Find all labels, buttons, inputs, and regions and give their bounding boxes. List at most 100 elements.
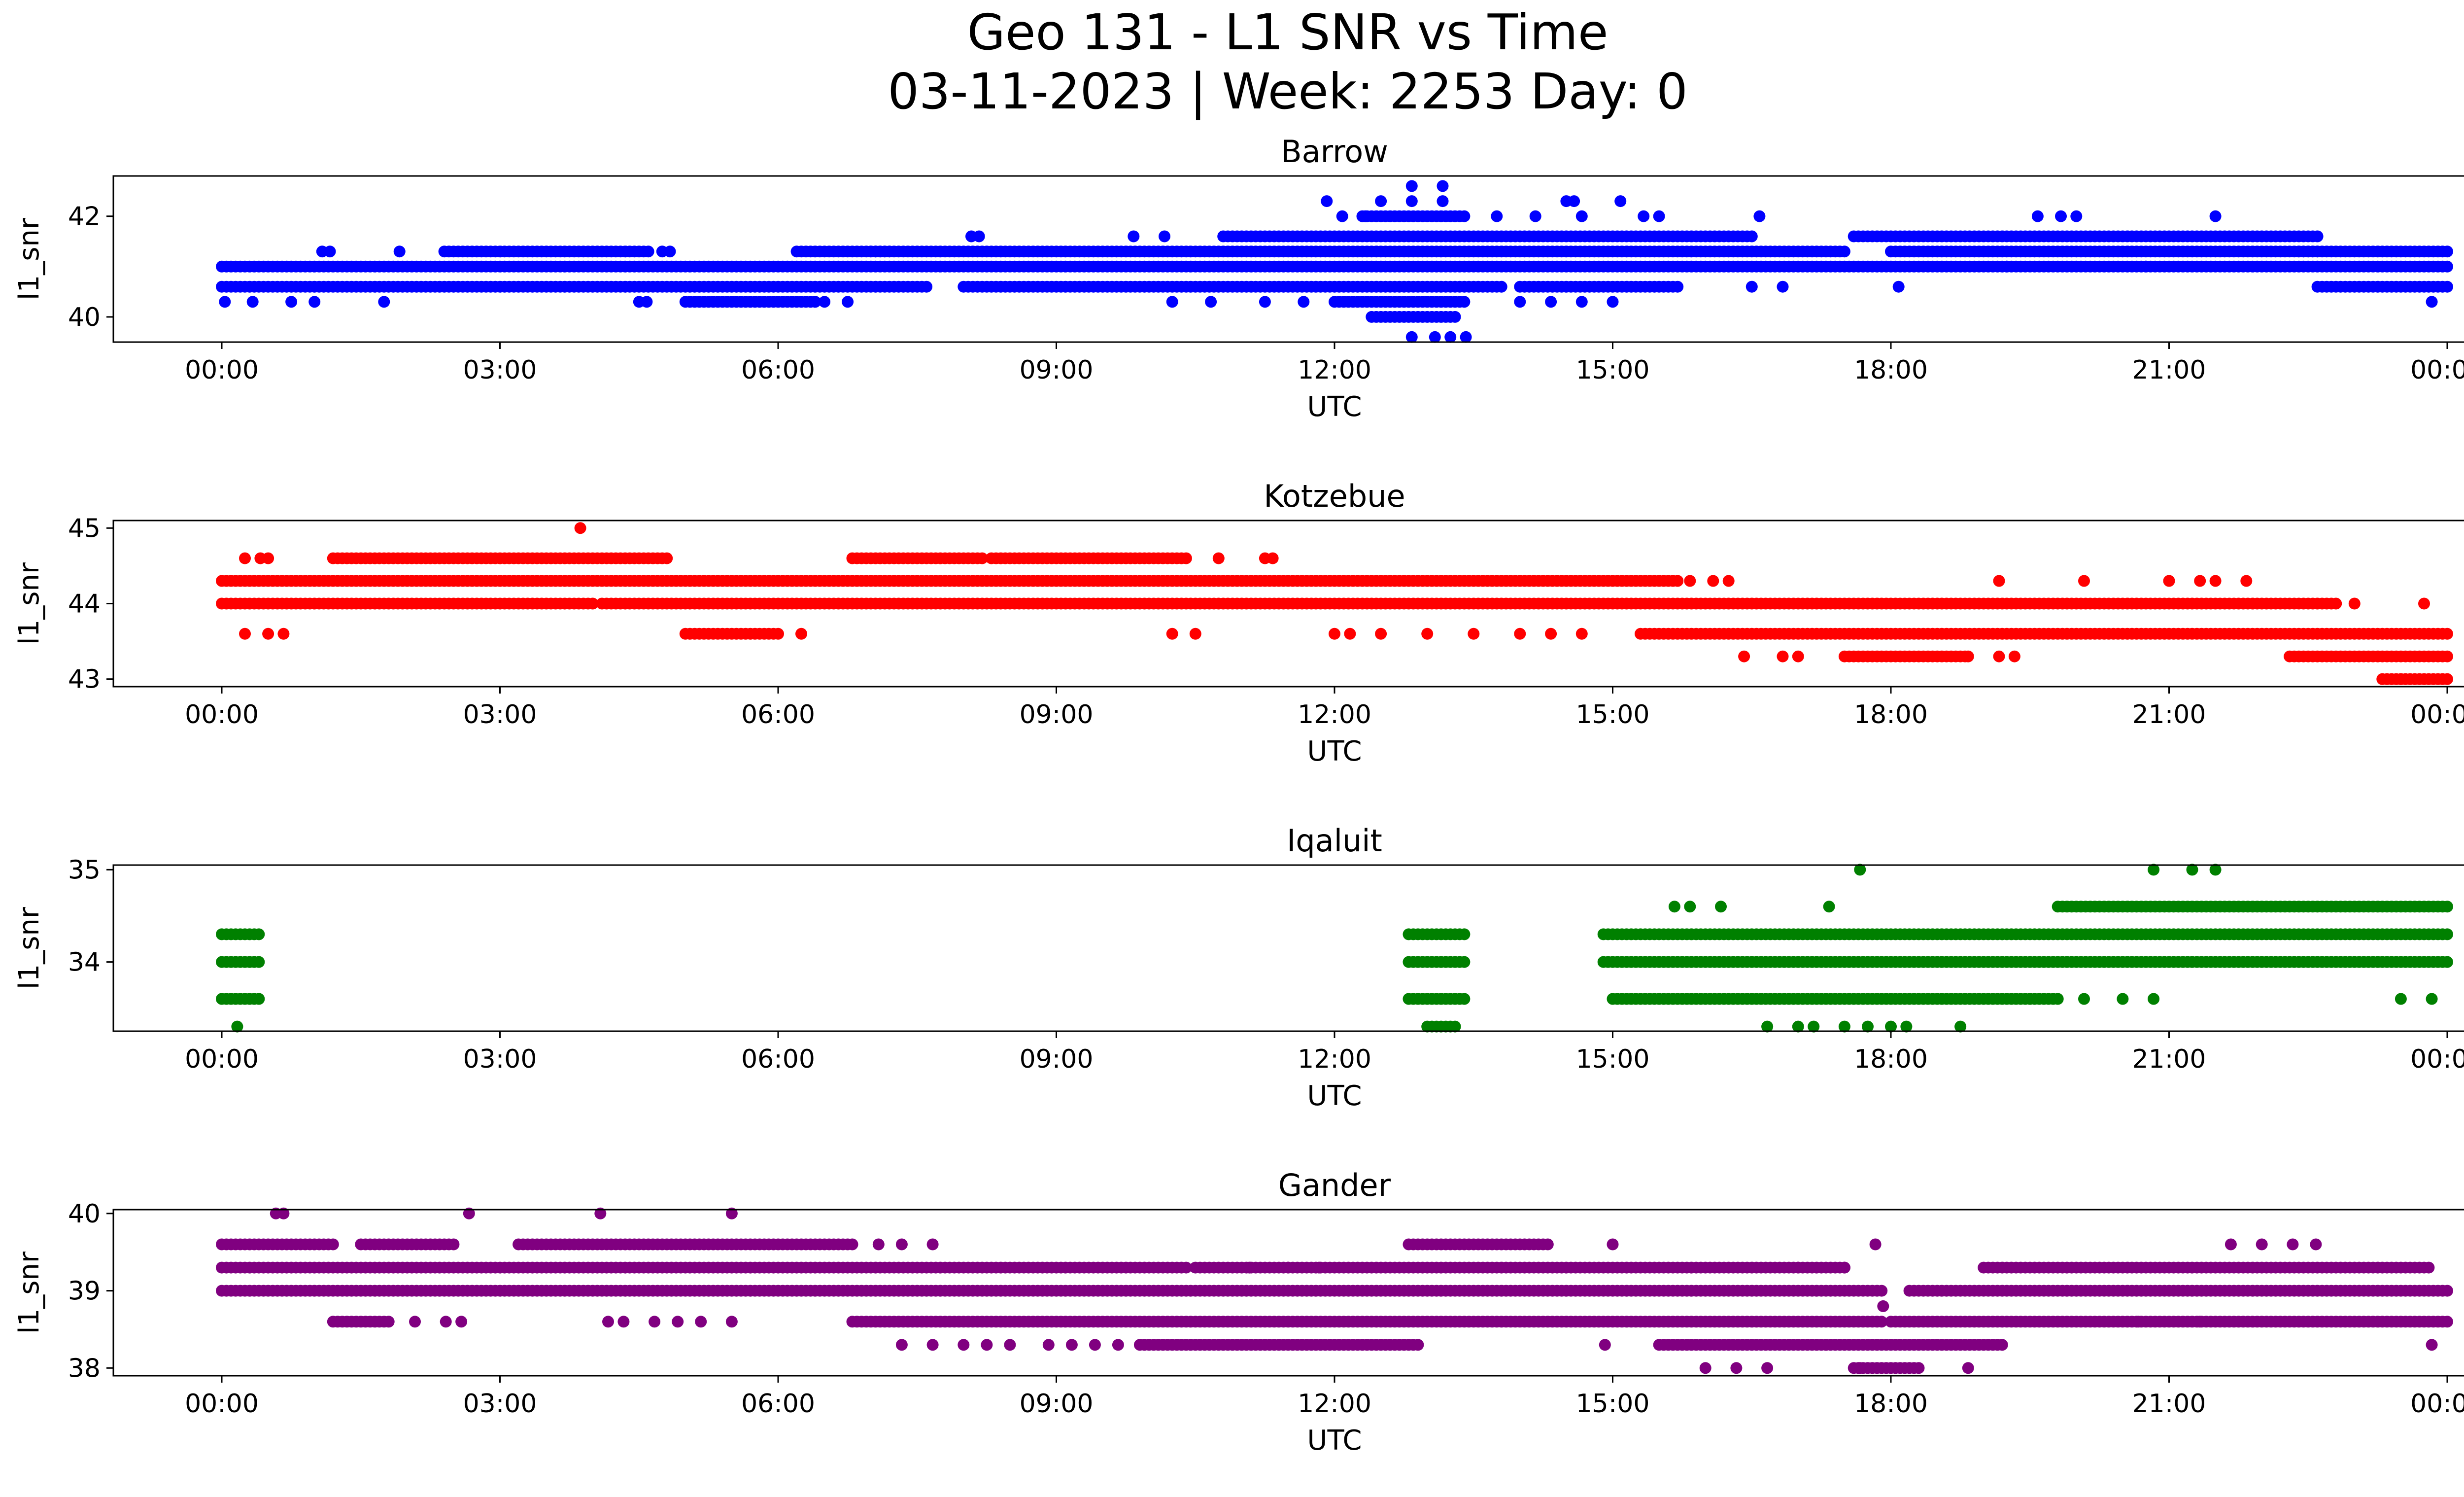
data-point: [819, 296, 830, 308]
x-tick-label: 21:00: [2132, 355, 2206, 385]
data-point: [2441, 901, 2453, 912]
data-point: [285, 296, 297, 308]
data-point: [1496, 281, 1507, 293]
data-point: [2395, 673, 2407, 685]
data-point: [378, 296, 390, 308]
x-axis-label: UTC: [1307, 391, 1362, 423]
data-point: [2426, 993, 2438, 1005]
data-point: [394, 245, 406, 257]
data-point: [2441, 928, 2453, 940]
x-tick-label: 15:00: [1576, 355, 1650, 385]
data-point: [1723, 575, 1735, 587]
data-point: [1406, 195, 1418, 207]
data-point: [643, 245, 654, 257]
data-point: [1458, 210, 1470, 222]
x-tick-label: 12:00: [1298, 1044, 1371, 1074]
data-point: [1213, 553, 1225, 564]
data-point: [2441, 956, 2453, 968]
data-point: [2078, 575, 2090, 587]
data-point: [1576, 628, 1588, 640]
data-point: [262, 553, 274, 564]
data-point: [1458, 993, 1470, 1005]
data-point: [1514, 296, 1526, 308]
x-axis-label: UTC: [1307, 735, 1362, 767]
y-axis-label: l1_snr: [13, 217, 45, 300]
x-tick-label: 03:00: [463, 700, 537, 730]
figure-title-line1: Geo 131 - L1 SNR vs Time: [967, 3, 1608, 61]
data-point: [1321, 195, 1333, 207]
y-tick-label: 45: [68, 514, 101, 543]
data-point: [2395, 993, 2407, 1005]
data-point: [842, 296, 854, 308]
data-point: [1205, 296, 1217, 308]
data-point: [1491, 210, 1503, 222]
data-points: [216, 1208, 2453, 1374]
data-point: [661, 553, 673, 564]
data-point: [1406, 180, 1418, 192]
x-tick-label: 00:00: [2410, 1044, 2464, 1074]
x-tick-label: 03:00: [463, 1044, 537, 1074]
data-point: [1777, 281, 1789, 293]
data-point: [1336, 210, 1348, 222]
data-point: [277, 628, 289, 640]
data-point: [921, 281, 932, 293]
data-point: [2148, 993, 2159, 1005]
x-tick-label: 12:00: [1298, 700, 1371, 730]
data-point: [1166, 628, 1178, 640]
data-point: [575, 522, 586, 534]
x-tick-label: 09:00: [1020, 700, 1094, 730]
y-tick-label: 44: [68, 590, 101, 619]
data-point: [2441, 281, 2453, 293]
data-point: [1267, 553, 1279, 564]
data-point: [1746, 231, 1758, 243]
x-tick-label: 21:00: [2132, 700, 2206, 730]
data-point: [253, 993, 265, 1005]
data-point: [1576, 296, 1588, 308]
y-tick-label: 35: [68, 855, 101, 885]
data-point: [1180, 553, 1192, 564]
data-point: [2024, 993, 2036, 1005]
data-point: [2194, 575, 2206, 587]
data-point: [1437, 195, 1449, 207]
data-point: [1893, 281, 1905, 293]
data-point: [2418, 598, 2430, 610]
data-point: [2070, 210, 2082, 222]
data-points: [216, 522, 2453, 685]
plot-frame: [113, 865, 2464, 1031]
subplot-title: Gander: [1278, 1167, 1391, 1203]
data-point: [1576, 210, 1588, 222]
data-point: [1444, 331, 1456, 343]
data-point: [2441, 651, 2453, 662]
data-point: [1298, 296, 1309, 308]
data-point: [1993, 575, 2005, 587]
data-point: [1607, 296, 1619, 308]
data-point: [247, 296, 259, 308]
data-point: [1406, 331, 1418, 343]
data-point: [383, 1316, 395, 1327]
data-point: [641, 296, 652, 308]
data-point: [2055, 210, 2067, 222]
data-point: [2001, 261, 2013, 273]
data-point: [1458, 296, 1470, 308]
x-tick-label: 00:00: [2410, 355, 2464, 385]
data-point: [2423, 1262, 2434, 1274]
data-point: [1672, 281, 1683, 293]
data-point: [2426, 296, 2438, 308]
data-point: [2078, 993, 2090, 1005]
data-point: [308, 296, 320, 308]
data-point: [1514, 628, 1526, 640]
data-point: [447, 1239, 459, 1251]
data-point: [2163, 575, 2175, 587]
data-point: [2032, 210, 2044, 222]
data-point: [664, 245, 676, 257]
data-point: [239, 628, 251, 640]
data-point: [1542, 1239, 1554, 1251]
data-point: [2240, 575, 2252, 587]
data-point: [1259, 296, 1271, 308]
data-point: [2441, 245, 2453, 257]
data-point: [2330, 598, 2342, 610]
